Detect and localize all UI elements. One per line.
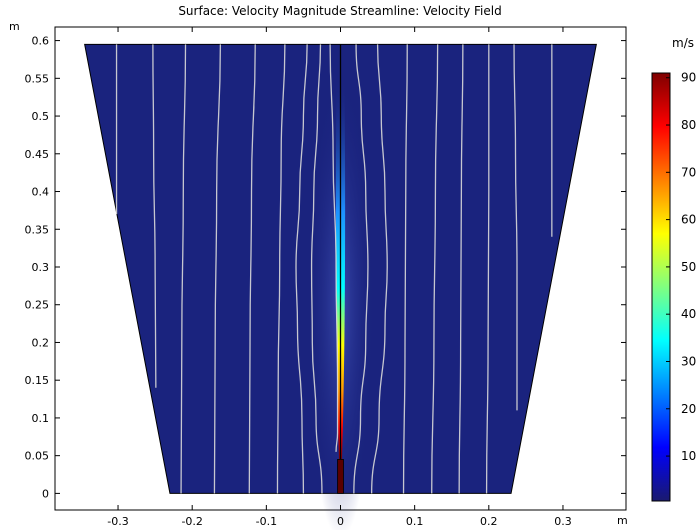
y-tick-label: 0.1: [32, 412, 50, 425]
streamline-12: [402, 44, 408, 494]
x-axis-unit: m: [617, 514, 628, 527]
x-tick-label: 0.2: [480, 515, 498, 528]
y-tick-label: 0.35: [25, 223, 50, 236]
y-axis: 0 0.05 0.1 0.15 0.2 0.25 0.3 0.35 0.4 0.45 0.5 0.55…: [25, 35, 626, 500]
streamline-6: [276, 44, 286, 494]
colorbar-gradient: [651, 72, 671, 502]
colorbar-ticks: 90 80 70 60 50 40 30 20 10: [666, 71, 696, 463]
x-tick-label: 0: [337, 515, 344, 528]
y-tick-label: 0.05: [25, 450, 50, 463]
streamline-11: [370, 44, 388, 494]
y-tick-label: 0.6: [32, 35, 50, 48]
chart-title: Surface: Velocity Magnitude Streamline: …: [178, 4, 501, 18]
plot-area: [54, 26, 627, 530]
streamline-10: [353, 44, 369, 494]
colorbar-tick-label: 20: [681, 402, 696, 416]
colorbar-tick-label: 60: [681, 213, 696, 227]
y-tick-label: 0.55: [25, 72, 50, 85]
colorbar-tick-label: 40: [681, 307, 696, 321]
streamlines: [115, 44, 553, 494]
colorbar-unit: m/s: [672, 36, 694, 50]
y-tick-label: 0.45: [25, 148, 50, 161]
x-tick-label: 0.1: [406, 515, 424, 528]
nozzle-outlet: [337, 459, 344, 494]
colorbar-tick-label: 70: [681, 165, 696, 179]
streamline-14: [458, 44, 464, 494]
streamline-7: [295, 44, 308, 494]
streamline-9: [329, 44, 339, 452]
y-tick-label: 0.2: [32, 336, 50, 349]
colorbar: m/s 90 80 70 60 50 40 30 20 10: [651, 36, 696, 502]
colorbar-tick-label: 80: [681, 118, 696, 132]
streamline-15: [485, 44, 490, 494]
y-tick-label: 0.3: [32, 261, 50, 274]
x-tick-label: -0.1: [256, 515, 277, 528]
streamline-8: [310, 44, 323, 494]
y-tick-label: 0.15: [25, 374, 50, 387]
x-tick-label: 0.3: [554, 515, 572, 528]
y-axis-unit: m: [9, 20, 20, 33]
colorbar-tick-label: 30: [681, 354, 696, 368]
x-axis: -0.3 -0.2 -0.1 0 0.1 0.2 0.3: [107, 27, 572, 528]
y-tick-label: 0.4: [32, 186, 50, 199]
streamline-5: [248, 44, 256, 494]
streamline-2: [152, 44, 157, 388]
streamline-13: [431, 44, 439, 494]
colorbar-tick-label: 90: [681, 71, 696, 85]
x-tick-label: -0.2: [181, 515, 202, 528]
colorbar-tick-label: 50: [681, 260, 696, 274]
streamline-3: [180, 44, 187, 494]
x-tick-label: -0.3: [107, 515, 128, 528]
streamline-16: [513, 44, 518, 411]
colorbar-tick-label: 10: [681, 449, 696, 463]
y-tick-label: 0.25: [25, 299, 50, 312]
y-tick-label: 0: [42, 487, 49, 500]
streamline-4: [213, 44, 222, 494]
y-tick-label: 0.5: [32, 110, 50, 123]
